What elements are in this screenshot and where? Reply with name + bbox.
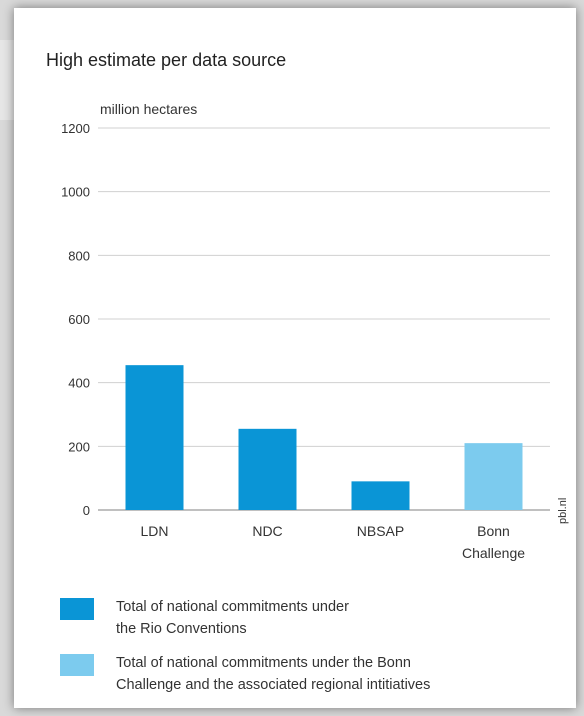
y-tick-label: 200 (68, 439, 90, 454)
y-tick-label: 400 (68, 376, 90, 391)
legend-label-bonn: Total of national commitments under the … (116, 652, 576, 696)
bar-chart: 0 200 400 600 800 1000 1200 LDN NDC NBSAP Bonn Cha… (61, 101, 569, 561)
y-tick-label: 1000 (61, 185, 90, 200)
x-tick-label: NBSAP (357, 523, 404, 539)
y-tick-label: 1200 (61, 121, 90, 136)
legend-label-rio-line-1: Total of national commitments under (116, 599, 349, 615)
background-page-edge (0, 40, 14, 120)
bar-ndc (238, 428, 297, 510)
x-tick-label: NDC (252, 523, 282, 539)
legend-label-rio: Total of national commitments under the … (116, 596, 576, 640)
legend-swatch-rio (60, 598, 94, 620)
bars (125, 365, 523, 510)
bar-ldn (125, 365, 184, 510)
chart-title: High estimate per data source (46, 50, 287, 70)
x-tick-labels: LDN NDC NBSAP Bonn Challenge (140, 523, 525, 561)
bar-bonn-challenge (464, 443, 523, 510)
legend-label-bonn-line-1: Total of national commitments under the … (116, 655, 411, 671)
x-tick-label: Bonn (477, 523, 510, 539)
watermark-text: pbl.nl (557, 498, 569, 524)
y-tick-labels: 0 200 400 600 800 1000 1200 (61, 121, 90, 518)
y-axis-label: million hectares (100, 101, 197, 117)
legend-label-rio-line-2: the Rio Conventions (116, 621, 247, 637)
legend-swatch-bonn (60, 654, 94, 676)
y-tick-label: 0 (83, 503, 90, 518)
chart-card: High estimate per data source 0 200 400 600… (14, 8, 576, 708)
legend-label-bonn-line-2: Challenge and the associated regional in… (116, 677, 431, 693)
x-tick-label: LDN (140, 523, 168, 539)
bar-nbsap (351, 481, 410, 510)
y-tick-label: 800 (68, 248, 90, 263)
x-tick-label: Challenge (462, 545, 525, 561)
y-tick-label: 600 (68, 312, 90, 327)
